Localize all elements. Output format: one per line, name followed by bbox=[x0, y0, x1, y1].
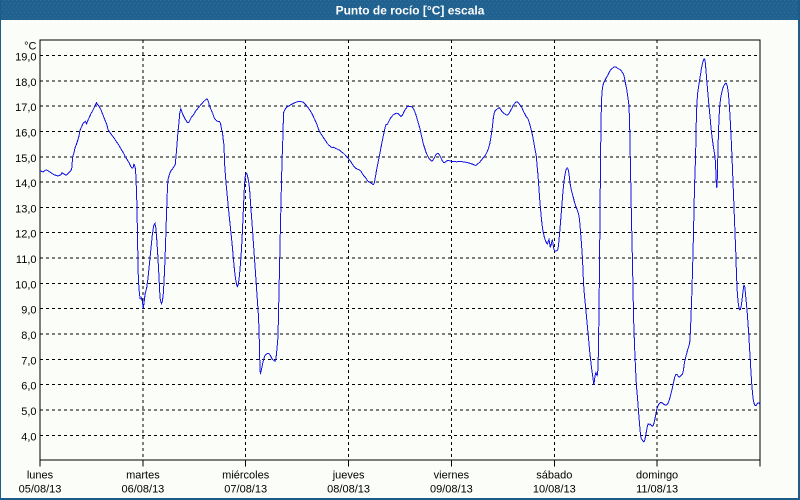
svg-text:°C: °C bbox=[24, 41, 36, 53]
svg-text:08/08/13: 08/08/13 bbox=[327, 484, 370, 496]
svg-text:06/08/13: 06/08/13 bbox=[121, 484, 164, 496]
svg-text:jueves: jueves bbox=[332, 470, 365, 482]
svg-text:9,0: 9,0 bbox=[21, 305, 36, 317]
svg-text:18,0: 18,0 bbox=[15, 77, 36, 89]
svg-text:martes: martes bbox=[126, 470, 160, 482]
svg-text:lunes: lunes bbox=[27, 470, 54, 482]
svg-text:Punto de rocío [°C] escala: Punto de rocío [°C] escala bbox=[336, 4, 485, 18]
svg-text:miércoles: miércoles bbox=[222, 470, 270, 482]
svg-text:5,0: 5,0 bbox=[21, 406, 36, 418]
svg-text:7,0: 7,0 bbox=[21, 355, 36, 367]
svg-text:viernes: viernes bbox=[434, 470, 470, 482]
svg-text:05/08/13: 05/08/13 bbox=[19, 484, 62, 496]
svg-text:09/08/13: 09/08/13 bbox=[430, 484, 473, 496]
svg-text:19,0: 19,0 bbox=[15, 52, 36, 64]
svg-text:12,0: 12,0 bbox=[15, 229, 36, 241]
svg-text:16,0: 16,0 bbox=[15, 128, 36, 140]
svg-text:07/08/13: 07/08/13 bbox=[224, 484, 267, 496]
svg-text:6,0: 6,0 bbox=[21, 381, 36, 393]
svg-text:17,0: 17,0 bbox=[15, 102, 36, 114]
svg-text:10,0: 10,0 bbox=[15, 279, 36, 291]
svg-text:13,0: 13,0 bbox=[15, 203, 36, 215]
svg-text:11/08/13: 11/08/13 bbox=[636, 484, 678, 496]
svg-text:15,0: 15,0 bbox=[15, 153, 36, 165]
svg-text:11,0: 11,0 bbox=[16, 254, 37, 266]
svg-text:domingo: domingo bbox=[636, 470, 678, 482]
svg-text:10/08/13: 10/08/13 bbox=[533, 484, 576, 496]
svg-text:14,0: 14,0 bbox=[15, 178, 36, 190]
svg-text:4,0: 4,0 bbox=[21, 431, 36, 443]
svg-text:8,0: 8,0 bbox=[21, 330, 36, 342]
svg-text:sábado: sábado bbox=[536, 470, 572, 482]
